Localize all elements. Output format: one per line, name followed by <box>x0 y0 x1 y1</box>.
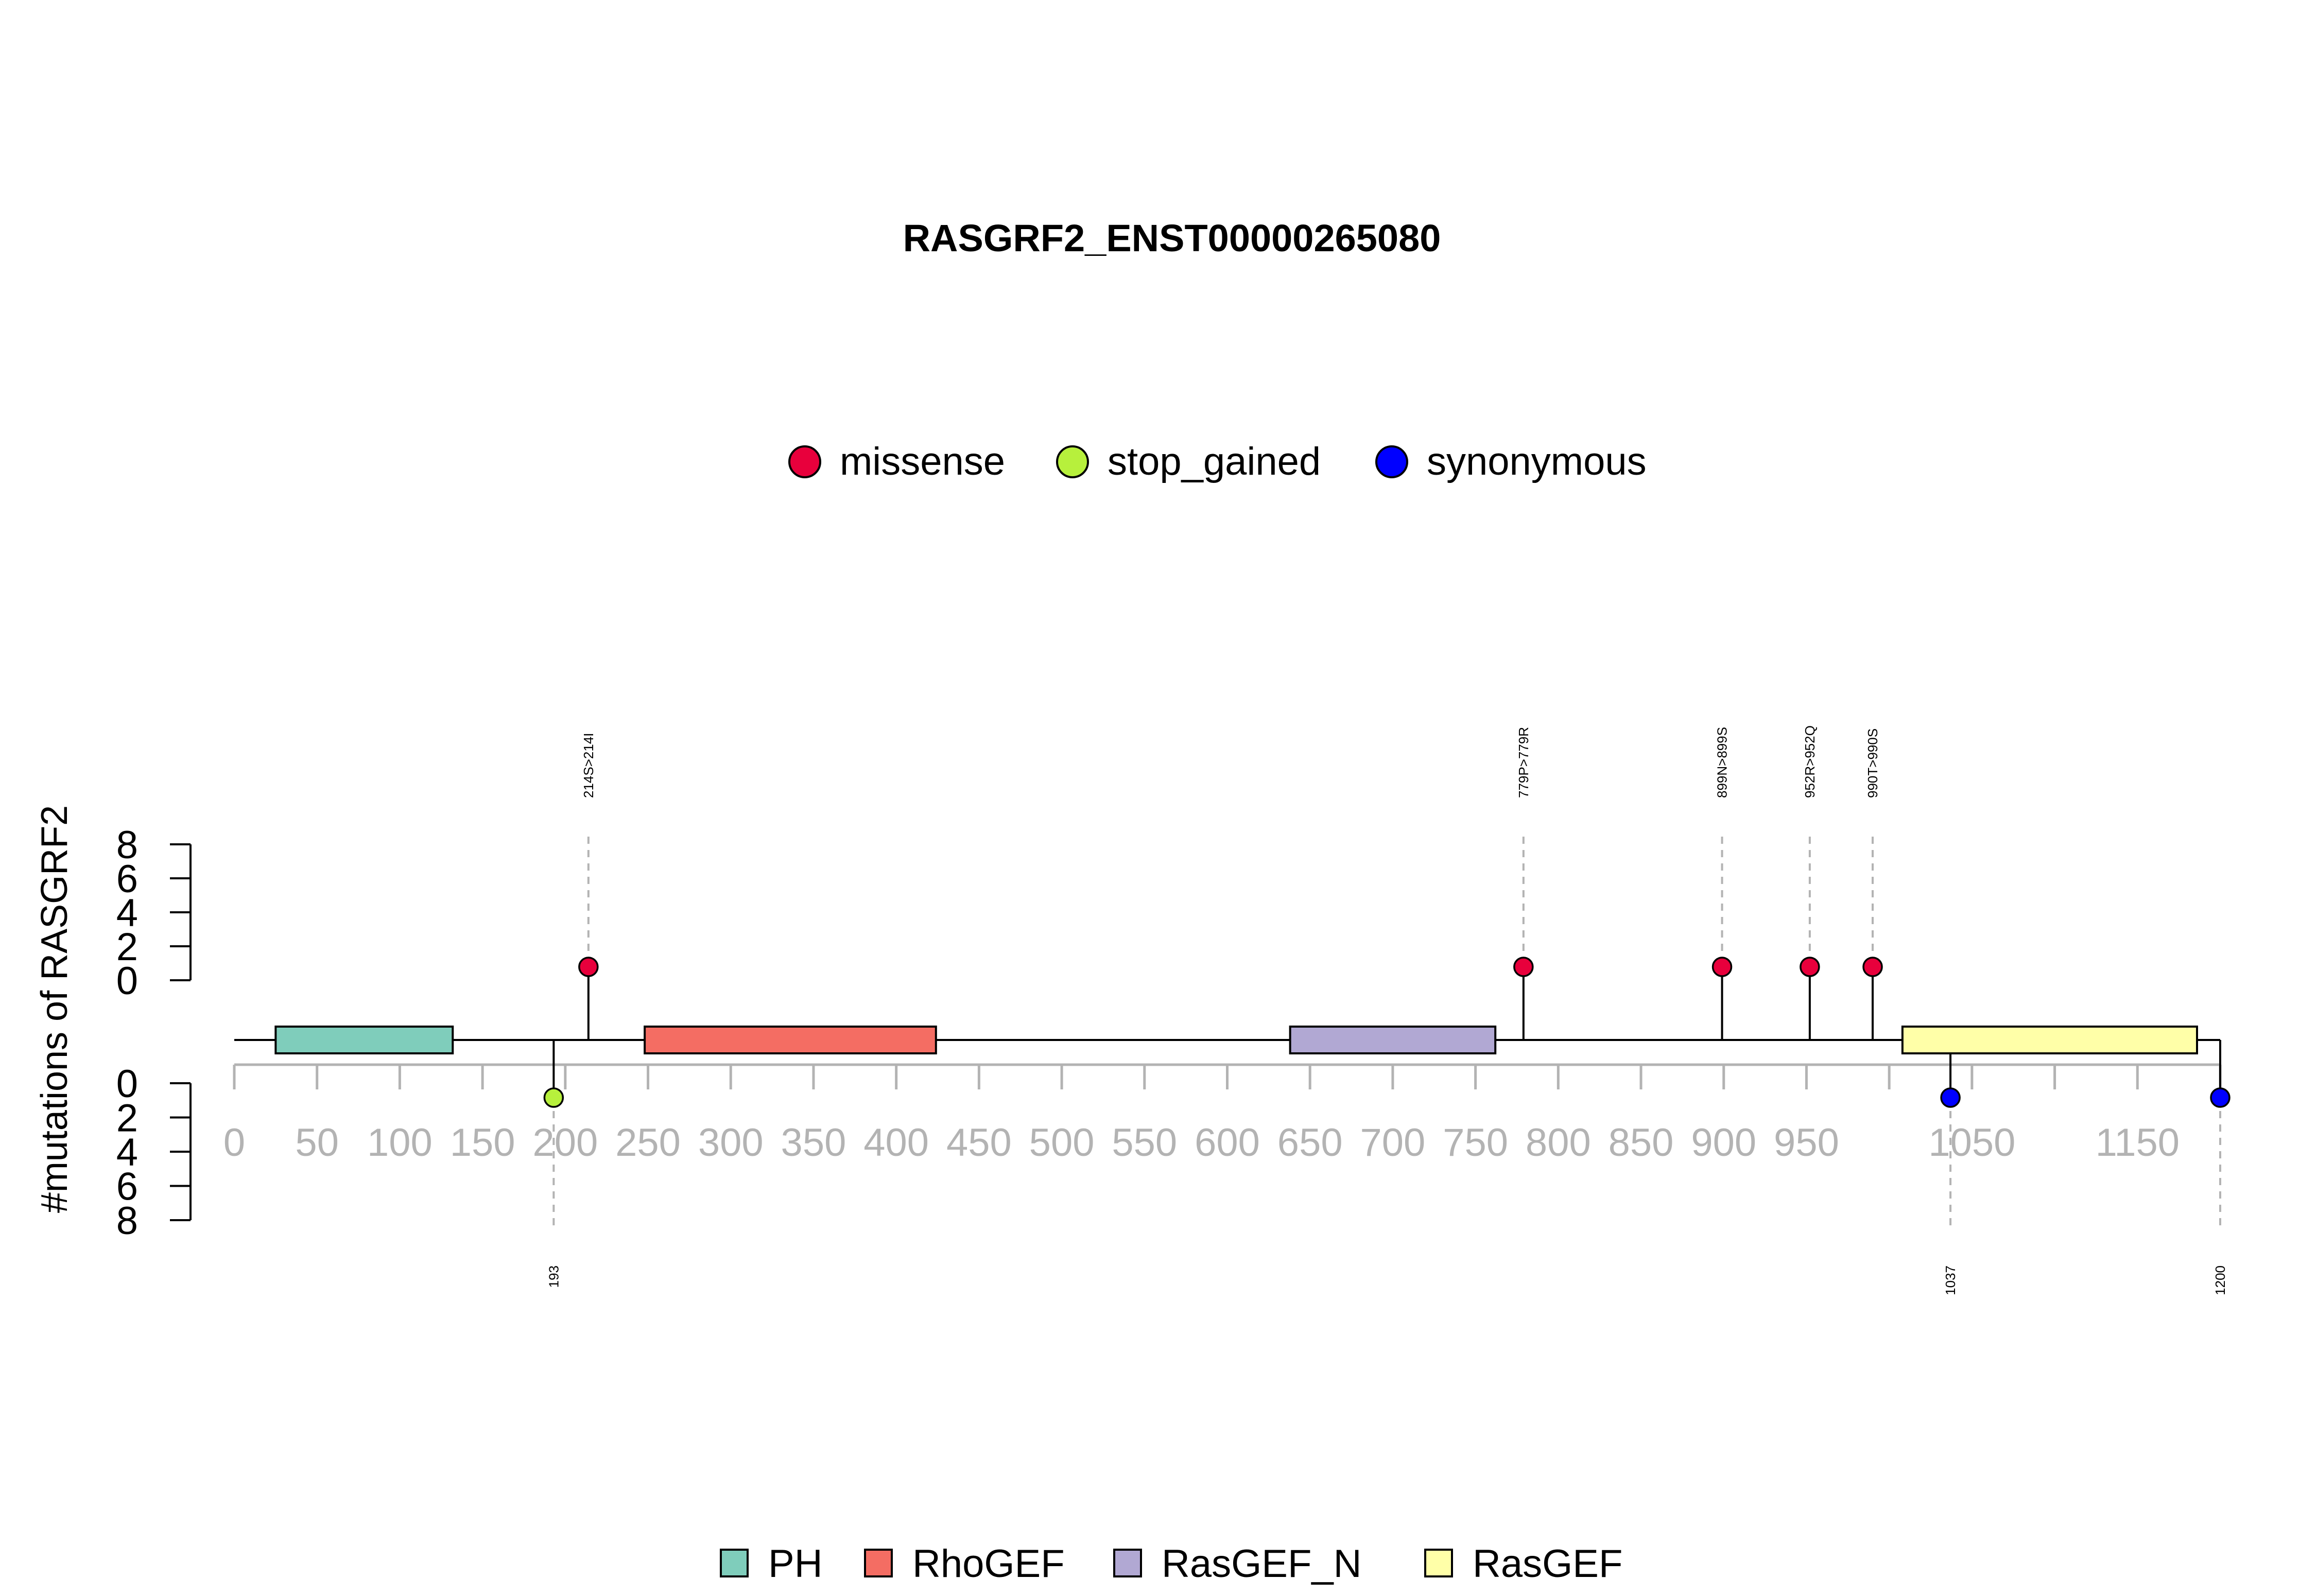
legend-marker-undefined <box>1375 445 1408 478</box>
x-tick-label: 550 <box>1112 1121 1177 1165</box>
mutation-label: 193 <box>546 1265 561 1288</box>
mutation-label: 1037 <box>1943 1265 1958 1295</box>
mutation-label: 990T>990S <box>1865 728 1880 798</box>
x-tick-label: 200 <box>532 1121 598 1165</box>
x-tick-label: 300 <box>698 1121 764 1165</box>
domain-RhoGEF <box>644 1026 937 1054</box>
x-tick-label: 950 <box>1774 1121 1839 1165</box>
domain-legend-label-RasGEF: RasGEF <box>1473 1542 1622 1586</box>
y-axis-top-tick-label: 8 <box>116 823 138 867</box>
y-axis-bottom-tick-label: 4 <box>116 1131 138 1174</box>
x-tick-label: 0 <box>223 1121 245 1165</box>
x-tick-label: 1050 <box>1928 1121 2015 1165</box>
mutation-label: 952R>952Q <box>1802 725 1818 798</box>
chart-title: RASGRF2_ENST00000265080 <box>903 217 1441 259</box>
y-axis-bottom-tick-label: 6 <box>116 1165 138 1209</box>
domain-RasGEF <box>1901 1026 2199 1054</box>
domain-legend-swatch-RasGEF_N <box>1113 1549 1142 1577</box>
y-axis-bottom-tick-label: 0 <box>116 1062 138 1106</box>
legend-label-undefined: synonymous <box>1427 440 1647 483</box>
x-tick-label: 600 <box>1195 1121 1260 1165</box>
y-axis-top-tick-label: 6 <box>116 857 138 901</box>
x-tick-label: 100 <box>367 1121 433 1165</box>
domain-legend-swatch-RasGEF <box>1424 1549 1453 1577</box>
domain-legend-swatch-PH <box>720 1549 749 1577</box>
lollipop-head-stop_gained <box>543 1087 564 1108</box>
mutation-label: 1200 <box>2212 1265 2228 1295</box>
x-tick-label: 1150 <box>2096 1121 2180 1165</box>
mutation-label: 214S>214I <box>581 733 596 798</box>
lollipop-head-synonymous <box>2210 1087 2230 1108</box>
mutation-label: 899N>899S <box>1715 727 1730 798</box>
lollipop-head-missense <box>578 957 599 977</box>
y-axis-top-tick-label: 4 <box>116 891 138 935</box>
x-axis: 0 50 100 150 200 250 300 350 400 450 500 550 600 650 7… <box>223 1063 2222 1165</box>
legend-label-undefined: stop_gained <box>1108 440 1321 483</box>
mutation-legend: missense stop_gained synonymous <box>788 440 1647 483</box>
y-axis-bottom-tick-label: 2 <box>116 1097 138 1140</box>
x-tick-label: 900 <box>1691 1121 1756 1165</box>
legend-marker-undefined <box>788 445 821 478</box>
domain-legend-swatch-RhoGEF <box>864 1549 893 1577</box>
lollipop-head-missense <box>1862 957 1883 977</box>
domain-legend-label-PH: PH <box>768 1542 823 1586</box>
mutation-label: 779P>779R <box>1516 727 1531 798</box>
x-tick-label: 250 <box>615 1121 681 1165</box>
legend-label-undefined: missense <box>840 440 1005 483</box>
x-tick-label: 350 <box>781 1121 846 1165</box>
domain-RasGEF_N <box>1289 1026 1497 1054</box>
y-axis-label: #mutations of RASGRF2 <box>34 805 75 1213</box>
y-axis-bottom-tick-label: 8 <box>116 1199 138 1243</box>
domain-legend-label-RasGEF_N: RasGEF_N <box>1162 1542 1362 1586</box>
domain-legend: PH RhoGEF RasGEF_N RasGEF <box>720 1542 1622 1586</box>
x-tick-label: 800 <box>1526 1121 1591 1165</box>
y-axis-top-tick-label: 0 <box>116 959 138 1003</box>
domain-legend-label-RhoGEF: RhoGEF <box>912 1542 1065 1586</box>
lollipop-stems <box>552 967 2221 1098</box>
x-tick-label: 700 <box>1360 1121 1426 1165</box>
x-tick-label: 650 <box>1277 1121 1343 1165</box>
lollipop-head-synonymous <box>1940 1087 1961 1108</box>
lollipop-head-missense <box>1800 957 1820 977</box>
mutation-labels: 214S>214I 779P>779R 899N>899S 952R>952Q 990T… <box>546 725 2228 1295</box>
legend-marker-undefined <box>1056 445 1089 478</box>
x-tick-label: 450 <box>946 1121 1012 1165</box>
protein-domains <box>274 1026 2199 1054</box>
x-tick-label: 150 <box>450 1121 515 1165</box>
lollipop-heads <box>543 957 2230 1108</box>
y-axis-top-tick-label: 2 <box>116 925 138 969</box>
domain-PH <box>274 1026 454 1054</box>
lollipop-head-missense <box>1711 957 1733 977</box>
x-tick-label: 750 <box>1443 1121 1508 1165</box>
x-tick-label: 400 <box>863 1121 929 1165</box>
lollipop-head-missense <box>1513 957 1534 977</box>
x-tick-label: 850 <box>1609 1121 1674 1165</box>
x-tick-label: 50 <box>295 1121 339 1165</box>
x-tick-label: 500 <box>1029 1121 1095 1165</box>
guide-lines <box>552 837 2221 1225</box>
